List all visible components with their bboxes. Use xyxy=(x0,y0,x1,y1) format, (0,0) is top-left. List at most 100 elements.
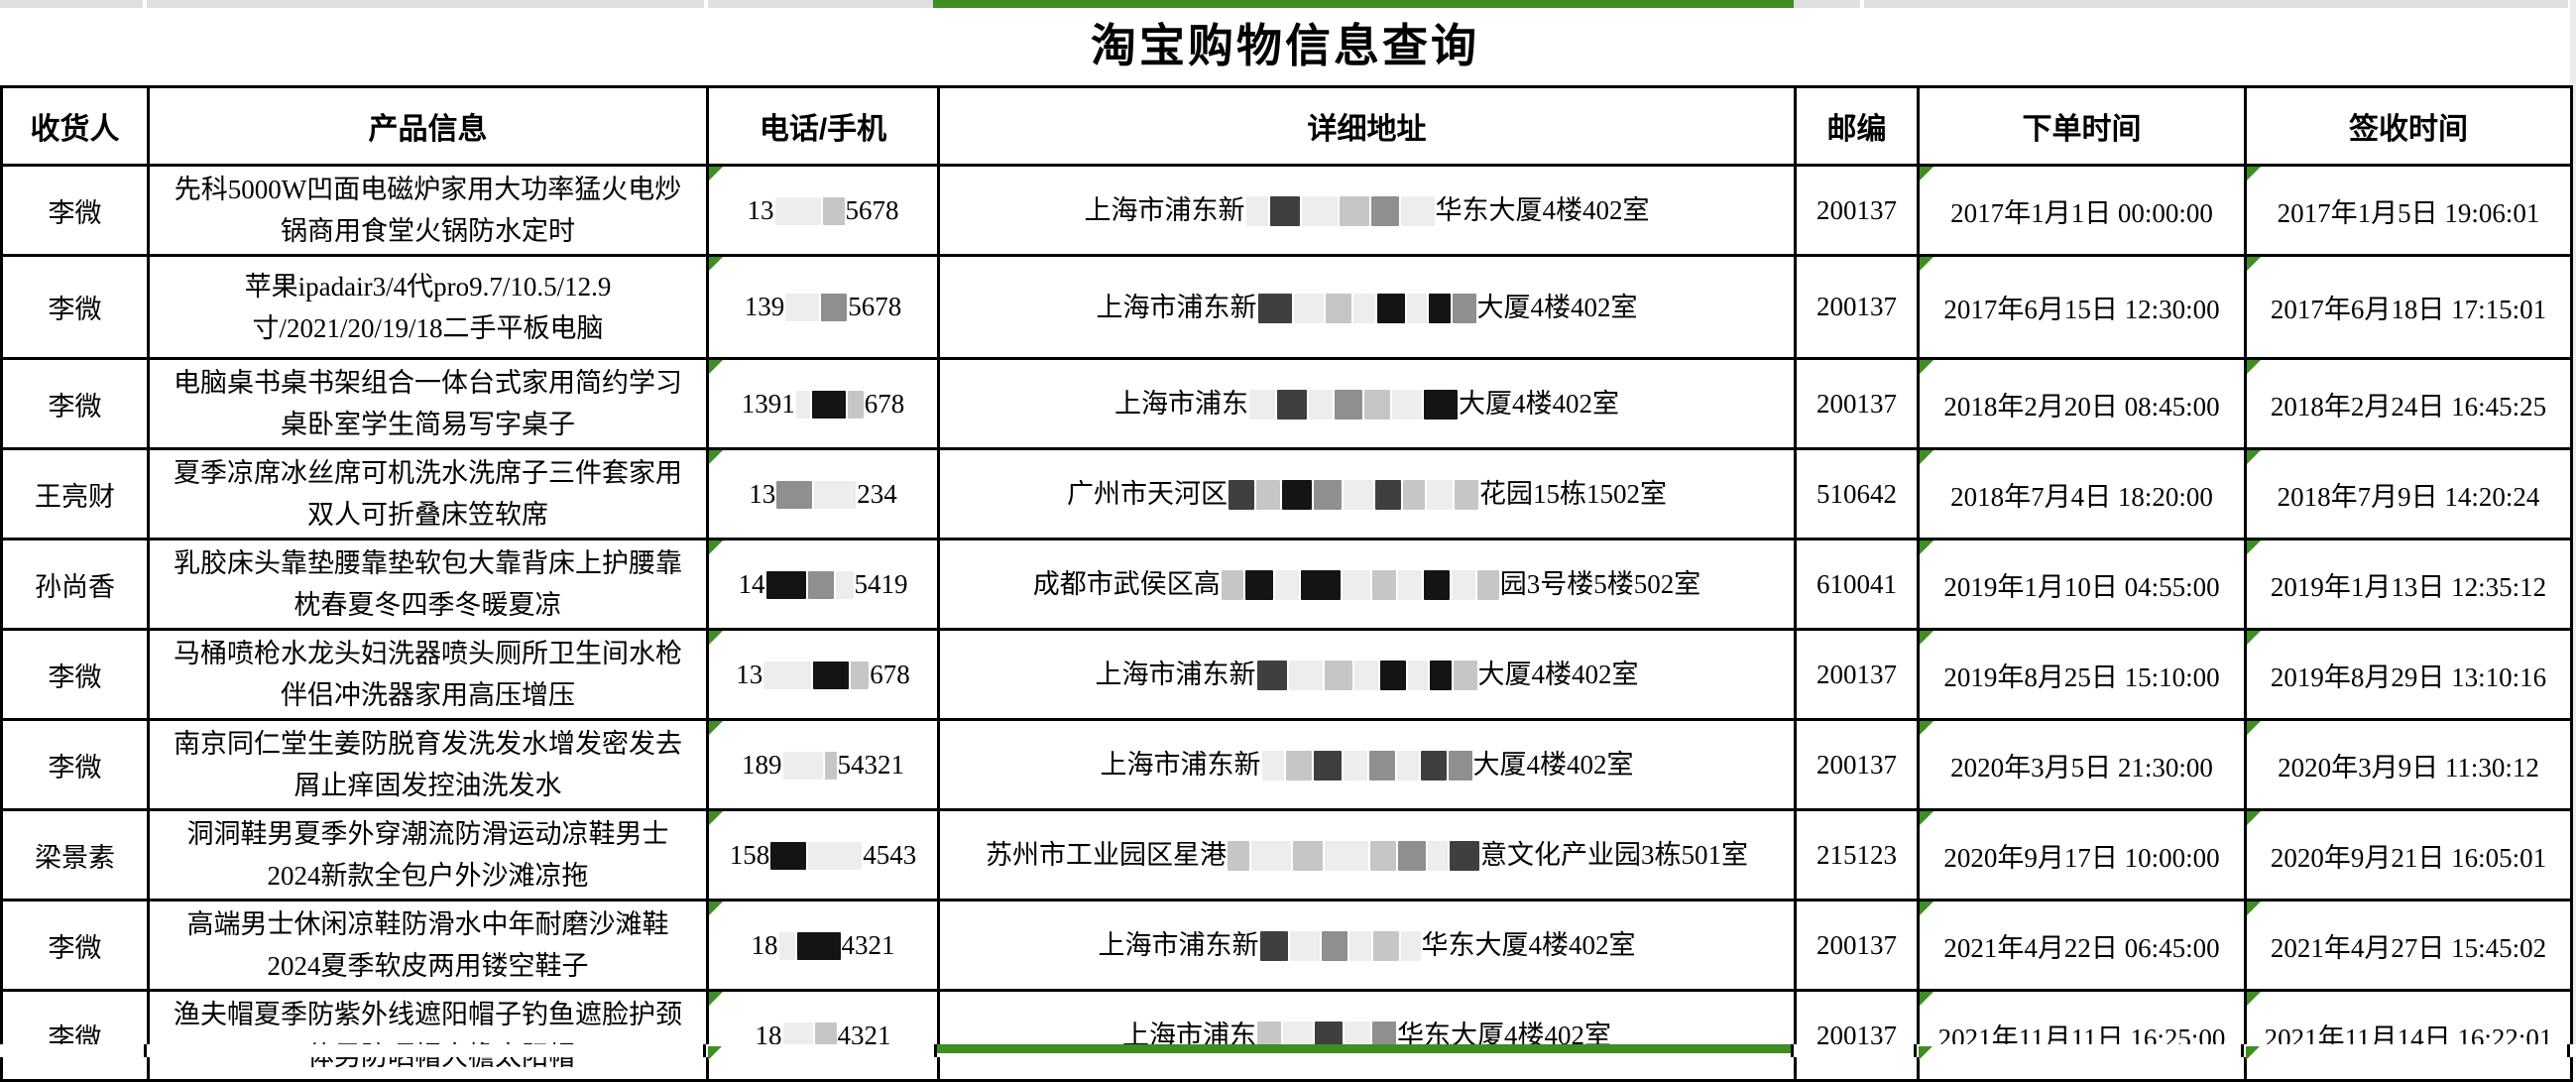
header-order-time[interactable]: 下单时间 xyxy=(1917,85,2247,167)
cell-postal[interactable]: 200137 xyxy=(1794,989,1920,1082)
redaction-mask xyxy=(785,294,820,321)
cell-postal[interactable]: 200137 xyxy=(1794,254,1920,360)
cell-product[interactable]: 电脑桌书桌书架组合一体台式家用简约学习桌卧室学生简易写字桌子 xyxy=(147,357,709,450)
cell-order-time[interactable]: 2020年9月17日 10:00:00 xyxy=(1917,808,2247,902)
cell-order-time[interactable]: 2020年3月5日 21:30:00 xyxy=(1917,718,2247,811)
cell-order-time[interactable]: 2018年7月4日 18:20:00 xyxy=(1917,447,2247,541)
cell-sign-time[interactable]: 2020年3月9日 11:30:12 xyxy=(2244,718,2573,811)
cell-address[interactable]: 上海市浦东 大厦4楼402室 xyxy=(937,357,1797,450)
cell-phone[interactable]: 13 678 xyxy=(706,628,940,721)
redacted-text-suffix: 54321 xyxy=(837,749,905,780)
cell-order-time[interactable]: 2017年6月15日 12:30:00 xyxy=(1917,254,2247,360)
cell-postal[interactable]: 510642 xyxy=(1794,447,1920,541)
cell-product[interactable]: 夏季凉席冰丝席可机洗水洗席子三件套家用双人可折叠床笠软席 xyxy=(147,447,709,541)
cell-recipient[interactable]: 李微 xyxy=(0,989,150,1082)
cell-sign-time[interactable]: 2018年7月9日 14:20:24 xyxy=(2244,447,2573,541)
cell-postal[interactable]: 200137 xyxy=(1794,357,1920,450)
cell-product[interactable]: 渔夫帽夏季防紫外线遮阳帽子钓鱼遮脸护颈一体男防晒帽大檐太阳帽 xyxy=(147,989,709,1082)
grid-line xyxy=(1914,1044,1917,1057)
redaction-mask xyxy=(807,570,834,599)
cell-sign-time[interactable]: 2020年9月21日 16:05:01 xyxy=(2244,808,2573,902)
cell-recipient[interactable]: 李微 xyxy=(0,899,150,992)
sign-time-text: 2019年8月29日 13:10:16 xyxy=(2270,661,2547,692)
sign-time-text: 2017年6月18日 17:15:01 xyxy=(2270,295,2547,324)
cell-recipient[interactable]: 孙尚香 xyxy=(0,538,150,631)
cell-address[interactable]: 苏州市工业园区星港 意文化产业园3栋501室 xyxy=(937,808,1797,902)
cell-recipient[interactable]: 李微 xyxy=(0,357,150,450)
redacted-text-prefix: 139 xyxy=(744,292,785,321)
error-indicator-triangle-icon xyxy=(2248,902,2261,915)
cell-recipient[interactable]: 王亮财 xyxy=(0,447,150,541)
cell-sign-time[interactable]: 2021年11月14日 16:22:01 xyxy=(2244,989,2573,1082)
cell-phone[interactable]: 18 4321 xyxy=(706,989,940,1082)
cell-address[interactable]: 上海市浦东新 华东大厦4楼402室 xyxy=(937,899,1797,992)
cell-product[interactable]: 苹果ipadair3/4代pro9.7/10.5/12.9寸/2021/20/1… xyxy=(147,254,709,360)
grid-line xyxy=(144,1044,147,1057)
cell-postal[interactable]: 215123 xyxy=(1794,808,1920,902)
sign-time-text: 2017年1月5日 19:06:01 xyxy=(2277,197,2540,228)
cell-order-time[interactable]: 2017年1月1日 00:00:00 xyxy=(1917,164,2247,257)
cell-phone[interactable]: 13 234 xyxy=(706,447,940,541)
redaction-mask xyxy=(1325,293,1351,323)
cell-product[interactable]: 马桶喷枪水龙头妇洗器喷头厕所卫生间水枪伴侣冲洗器家用高压增压 xyxy=(147,628,709,721)
redaction-mask xyxy=(1285,751,1312,781)
cell-address[interactable]: 上海市浦东新 大厦4楼402室 xyxy=(937,628,1797,721)
cell-address[interactable]: 上海市浦东 华东大厦4楼402室 xyxy=(937,989,1797,1082)
cell-product[interactable]: 先科5000W凹面电磁炉家用大功率猛火电炒锅商用食堂火锅防水定时 xyxy=(147,164,709,257)
redacted-text-suffix: 华东大厦4楼402室 xyxy=(1421,930,1636,960)
cell-order-time[interactable]: 2018年2月20日 08:45:00 xyxy=(1917,357,2247,450)
cell-address[interactable]: 上海市浦东新 大厦4楼402室 xyxy=(937,254,1797,360)
redaction-mask xyxy=(1476,570,1499,600)
cell-product[interactable]: 乳胶床头靠垫腰靠垫软包大靠背床上护腰靠枕春夏冬四季冬暖夏凉 xyxy=(147,538,709,631)
cell-phone[interactable]: 189 54321 xyxy=(706,718,940,811)
cell-address[interactable]: 成都市武侯区高 园3号楼5楼502室 xyxy=(937,538,1797,631)
header-sign-time[interactable]: 签收时间 xyxy=(2244,85,2573,167)
redaction-mask xyxy=(1257,293,1292,323)
cell-recipient[interactable]: 李微 xyxy=(0,718,150,811)
cell-sign-time[interactable]: 2021年4月27日 15:45:02 xyxy=(2244,899,2573,992)
cell-sign-time[interactable]: 2017年1月5日 19:06:01 xyxy=(2244,164,2573,257)
redacted-text-prefix: 18 xyxy=(751,929,778,960)
cell-postal[interactable]: 200137 xyxy=(1794,164,1920,257)
cell-order-time[interactable]: 2021年4月22日 06:45:00 xyxy=(1917,899,2247,992)
redaction-mask xyxy=(1309,390,1333,420)
cell-phone[interactable]: 1391 678 xyxy=(706,357,940,450)
error-indicator-triangle-icon xyxy=(710,812,723,825)
cell-address[interactable]: 上海市浦东新 华东大厦4楼402室 xyxy=(937,164,1797,257)
error-indicator-triangle-icon xyxy=(710,451,723,464)
cell-address[interactable]: 上海市浦东新 大厦4楼402室 xyxy=(937,718,1797,811)
cell-sign-time[interactable]: 2017年6月18日 17:15:01 xyxy=(2244,254,2573,360)
header-recipient[interactable]: 收货人 xyxy=(0,85,150,167)
header-address[interactable]: 详细地址 xyxy=(937,85,1797,167)
cell-product[interactable]: 高端男士休闲凉鞋防滑水中年耐磨沙滩鞋2024夏季软皮两用镂空鞋子 xyxy=(147,899,709,992)
top-cropped-row-strip xyxy=(0,0,2576,8)
cell-postal[interactable]: 200137 xyxy=(1794,628,1920,721)
cell-sign-time[interactable]: 2019年1月13日 12:35:12 xyxy=(2244,538,2573,631)
cell-sign-time[interactable]: 2019年8月29日 13:10:16 xyxy=(2244,628,2573,721)
cell-product[interactable]: 南京同仁堂生姜防脱育发洗发水增发密发去屑止痒固发控油洗发水 xyxy=(147,718,709,811)
cell-phone[interactable]: 158 4543 xyxy=(706,808,940,902)
redaction-mask xyxy=(1324,661,1352,690)
redaction-mask xyxy=(814,1022,837,1050)
cell-sign-time[interactable]: 2018年2月24日 16:45:25 xyxy=(2244,357,2573,450)
header-phone[interactable]: 电话/手机 xyxy=(706,85,940,167)
cell-phone[interactable]: 13 5678 xyxy=(706,164,940,257)
cell-order-time[interactable]: 2021年11月11日 16:25:00 xyxy=(1917,989,2247,1082)
cell-recipient[interactable]: 李微 xyxy=(0,164,150,257)
cell-address[interactable]: 广州市天河区 花园15栋1502室 xyxy=(937,447,1797,541)
cell-postal[interactable]: 610041 xyxy=(1794,538,1920,631)
cell-postal[interactable]: 200137 xyxy=(1794,718,1920,811)
cell-recipient[interactable]: 李微 xyxy=(0,254,150,360)
cell-phone[interactable]: 139 5678 xyxy=(706,254,940,360)
cell-product[interactable]: 洞洞鞋男夏季外穿潮流防滑运动凉鞋男士2024新款全包户外沙滩凉拖 xyxy=(147,808,709,902)
cell-recipient[interactable]: 李微 xyxy=(0,628,150,721)
cell-phone[interactable]: 18 4321 xyxy=(706,899,940,992)
header-product[interactable]: 产品信息 xyxy=(147,85,709,167)
cell-recipient[interactable]: 梁景素 xyxy=(0,808,150,902)
cell-phone[interactable]: 14 5419 xyxy=(706,538,940,631)
header-postal[interactable]: 邮编 xyxy=(1794,85,1920,167)
cell-order-time[interactable]: 2019年1月10日 04:55:00 xyxy=(1917,538,2247,631)
cell-postal[interactable]: 200137 xyxy=(1794,899,1920,992)
cell-order-time[interactable]: 2019年8月25日 15:10:00 xyxy=(1917,628,2247,721)
redacted-text-suffix: 大厦4楼402室 xyxy=(1459,389,1619,419)
